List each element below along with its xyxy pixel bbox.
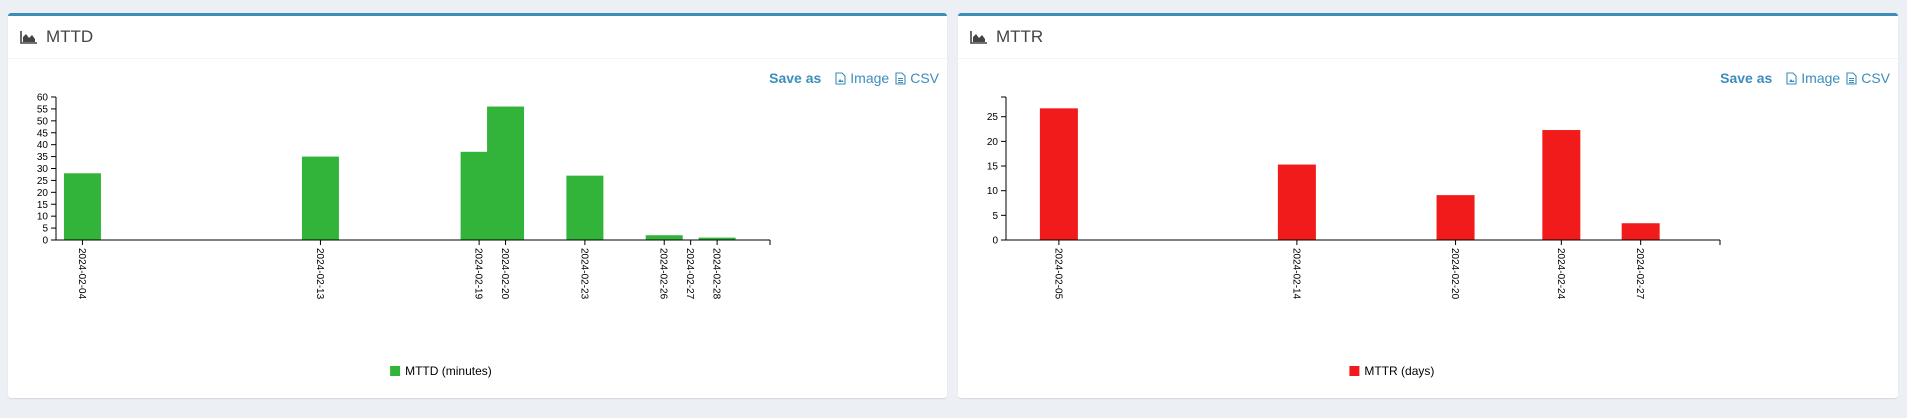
- y-tick-label: 0: [992, 236, 998, 247]
- csv-link-label[interactable]: CSV: [910, 70, 939, 86]
- legend-label: MTTR (days): [1364, 364, 1434, 378]
- bar-2024-02-20: [487, 106, 525, 241]
- y-tick-label: 45: [37, 128, 49, 139]
- x-tick-label: 2024-02-28: [711, 248, 722, 300]
- mttd-panel-header: MTTD: [8, 16, 947, 59]
- mttd-save-csv-link[interactable]: CSV: [895, 70, 939, 86]
- x-tick-label: 2024-02-14: [1290, 248, 1301, 300]
- mttd-title: MTTD: [46, 27, 94, 46]
- y-tick-label: 25: [987, 112, 999, 123]
- x-tick-label: 2024-02-19: [473, 248, 484, 300]
- bar-2024-02-23: [566, 175, 604, 240]
- mttr-panel-header: MTTR: [958, 16, 1898, 59]
- file-text-icon: [895, 71, 906, 85]
- x-tick-label: 2024-02-13: [314, 248, 325, 300]
- mttr-panel: MTTR Save as Image CSV 0 5 10 15 20 25 2024-02…: [958, 13, 1898, 398]
- y-tick-label: 0: [42, 236, 48, 247]
- y-tick-label: 40: [37, 140, 49, 151]
- save-as-label: Save as: [1720, 70, 1773, 86]
- y-tick-label: 35: [37, 152, 49, 163]
- x-tick-label: 2024-02-05: [1052, 248, 1063, 300]
- x-tick-label: 2024-02-26: [658, 248, 669, 300]
- bar-2024-02-13: [301, 156, 339, 240]
- bar-2024-02-27: [1621, 223, 1660, 240]
- y-tick-label: 55: [37, 104, 49, 115]
- mttr-save-image-link[interactable]: Image: [1786, 70, 1840, 86]
- bar-2024-02-28: [698, 237, 736, 240]
- mttd-panel: MTTD Save as Image CSV 0 5 10 15 20 25 30 35 40 4…: [8, 13, 947, 398]
- bar-2024-02-24: [1542, 130, 1581, 240]
- mttd-save-image-link[interactable]: Image: [835, 70, 889, 86]
- mttr-save-as: Save as Image CSV: [1720, 70, 1890, 86]
- legend-swatch: [1349, 366, 1360, 376]
- y-tick-label: 10: [987, 186, 999, 197]
- y-tick-label: 60: [37, 93, 49, 104]
- y-tick-label: 25: [37, 176, 49, 187]
- image-link-label[interactable]: Image: [1801, 70, 1841, 86]
- bar-2024-02-04: [63, 173, 101, 240]
- bar-2024-02-26: [645, 235, 683, 240]
- y-tick-label: 10: [37, 212, 49, 223]
- x-tick-label: 2024-02-20: [499, 248, 510, 300]
- bar-2024-02-14: [1277, 164, 1316, 240]
- area-chart-icon: [970, 31, 987, 44]
- y-tick-label: 30: [37, 164, 49, 175]
- mttr-chart: 0 5 10 15 20 25 2024-02-05 2024-02-14 2024-02-20…: [987, 96, 1721, 378]
- bar-2024-02-05: [1039, 108, 1078, 241]
- image-link-label[interactable]: Image: [850, 70, 890, 86]
- y-tick-label: 15: [987, 162, 999, 173]
- legend-swatch: [390, 366, 401, 376]
- csv-link-label[interactable]: CSV: [1861, 70, 1890, 86]
- mttr-title: MTTR: [996, 27, 1044, 46]
- mttd-save-as: Save as Image CSV: [769, 70, 939, 86]
- y-tick-label: 15: [37, 200, 49, 211]
- area-chart-icon: [20, 31, 37, 44]
- legend-label: MTTD (minutes): [405, 364, 492, 378]
- y-tick-label: 20: [37, 188, 49, 199]
- bar-2024-02-20: [1436, 195, 1475, 240]
- mttr-save-csv-link[interactable]: CSV: [1846, 70, 1890, 86]
- y-tick-label: 50: [37, 116, 49, 127]
- file-text-icon: [1846, 71, 1857, 85]
- x-tick-label: 2024-02-04: [76, 248, 87, 300]
- y-tick-label: 5: [42, 224, 48, 235]
- x-tick-label: 2024-02-27: [684, 248, 695, 300]
- x-tick-label: 2024-02-23: [578, 248, 589, 300]
- x-tick-label: 2024-02-27: [1634, 248, 1645, 300]
- y-tick-label: 20: [987, 137, 999, 148]
- y-tick-label: 5: [992, 211, 998, 222]
- x-tick-label: 2024-02-24: [1555, 248, 1566, 300]
- x-tick-label: 2024-02-20: [1449, 248, 1460, 300]
- file-image-icon: [835, 71, 846, 85]
- save-as-label: Save as: [769, 70, 822, 86]
- file-image-icon: [1786, 71, 1797, 85]
